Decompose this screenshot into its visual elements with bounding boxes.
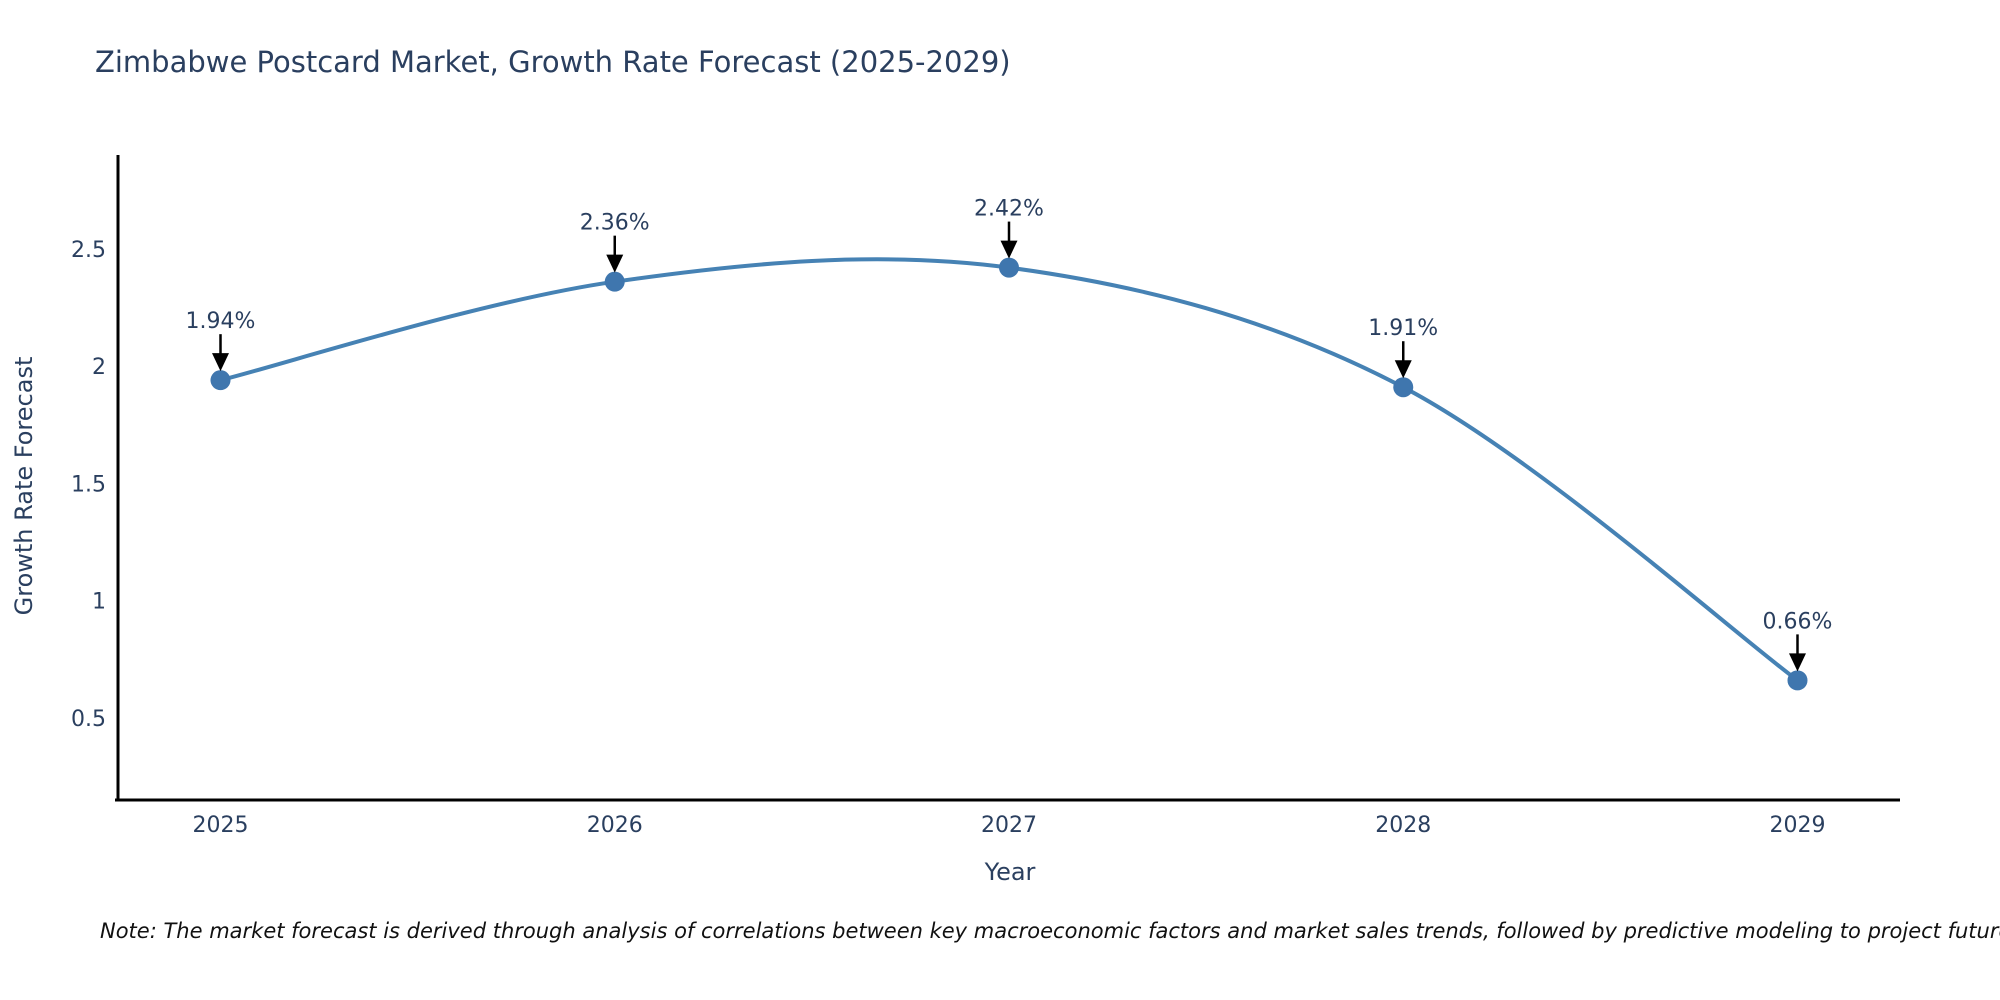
data-point <box>604 271 625 292</box>
annotation-arrowhead-icon <box>1394 360 1412 379</box>
chart-title: Zimbabwe Postcard Market, Growth Rate Fo… <box>95 45 1011 79</box>
annotation-label: 0.66% <box>1763 609 1833 634</box>
trend-line <box>220 257 1799 683</box>
y-axis-title: Growth Rate Forecast <box>10 357 38 616</box>
x-axis-title: Year <box>984 858 1036 886</box>
y-tick-label: 2 <box>92 355 106 380</box>
annotation-arrowhead-icon <box>1788 653 1806 672</box>
annotation-label: 1.91% <box>1368 316 1438 341</box>
y-tick-label: 0.5 <box>71 707 106 732</box>
annotation-label: 2.42% <box>974 197 1044 222</box>
x-tick-label: 2029 <box>1769 813 1825 838</box>
y-tick-label: 1.5 <box>71 472 106 497</box>
data-point <box>1393 377 1414 398</box>
data-point <box>999 257 1019 278</box>
x-tick-label: 2027 <box>981 813 1037 838</box>
x-tick-label: 2026 <box>587 813 643 838</box>
y-tick-label: 2.5 <box>71 238 106 263</box>
data-point <box>1787 670 1808 691</box>
plot-area: 0.5 1 1.5 2 2.5 2025 2026 2027 2028 2029 1.94% 2.36… <box>71 155 1900 838</box>
data-point <box>210 370 231 391</box>
annotation-arrowhead-icon <box>606 254 624 273</box>
x-tick-label: 2025 <box>193 813 249 838</box>
annotation-arrowhead-icon <box>212 353 230 372</box>
y-tick-label: 1 <box>92 590 106 615</box>
annotation-arrowhead-icon <box>1000 240 1018 259</box>
annotation-label: 1.94% <box>186 309 256 334</box>
annotation-label: 2.36% <box>580 211 650 236</box>
x-tick-label: 2028 <box>1375 813 1431 838</box>
footnote: Note: The market forecast is derived thr… <box>100 919 2000 943</box>
